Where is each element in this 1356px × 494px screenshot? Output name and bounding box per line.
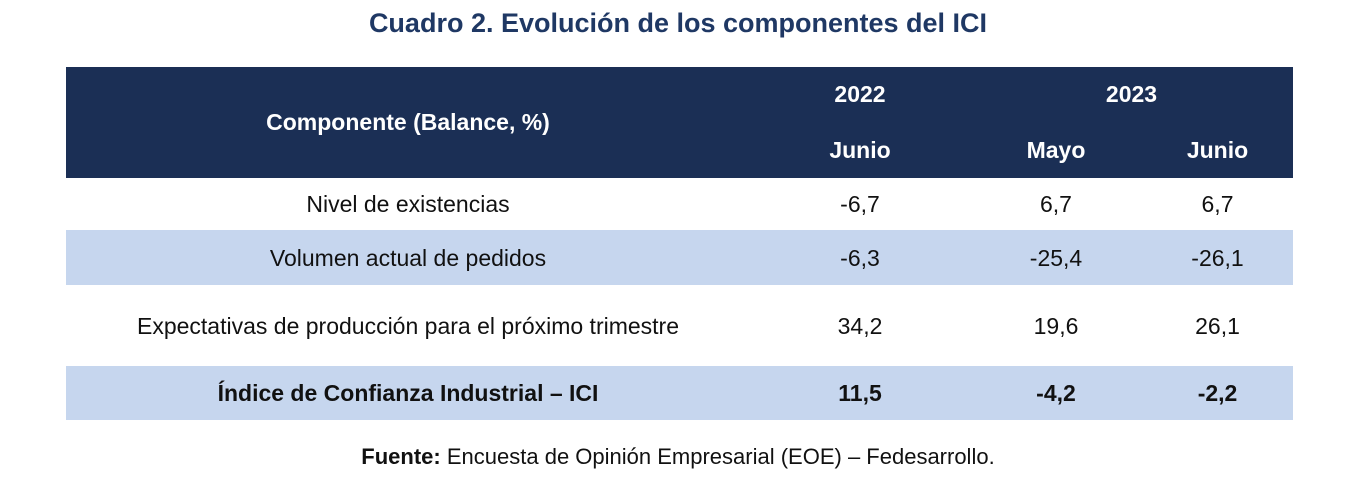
row-label: Nivel de existencias	[66, 178, 750, 230]
table-row: Índice de Confianza Industrial – ICI 11,5…	[66, 366, 1294, 420]
source-text: Encuesta de Opinión Empresarial (EOE) – …	[446, 444, 995, 469]
cell-value: -6,7	[750, 178, 970, 230]
cell-value: 19,6	[970, 285, 1142, 366]
row-label: Volumen actual de pedidos	[66, 230, 750, 285]
source-label: Fuente:	[361, 444, 441, 469]
cell-value: -4,2	[970, 366, 1142, 420]
cell-value: 26,1	[1142, 285, 1294, 366]
cell-value: -25,4	[970, 230, 1142, 285]
table-row: Volumen actual de pedidos -6,3 -25,4 -26,1	[66, 230, 1294, 285]
year-header: 2023	[970, 67, 1294, 122]
cell-value: -6,3	[750, 230, 970, 285]
year-header: 2022	[750, 67, 970, 122]
column-header: Componente (Balance, %)	[66, 67, 750, 178]
source-note: Fuente: Encuesta de Opinión Empresarial …	[0, 444, 1356, 470]
month-header: Mayo	[970, 122, 1142, 178]
row-label: Índice de Confianza Industrial – ICI	[66, 366, 750, 420]
cell-value: 6,7	[1142, 178, 1294, 230]
cell-value: -2,2	[1142, 366, 1294, 420]
cell-value: -26,1	[1142, 230, 1294, 285]
data-table: Componente (Balance, %) 2022 2023 Junio …	[66, 67, 1294, 420]
table-title: Cuadro 2. Evolución de los componentes d…	[368, 8, 988, 38]
cell-value: 6,7	[970, 178, 1142, 230]
month-header: Junio	[1142, 122, 1294, 178]
table-row: Expectativas de producción para el próxi…	[66, 285, 1294, 366]
cell-value: 34,2	[750, 285, 970, 366]
month-header: Junio	[750, 122, 970, 178]
row-label: Expectativas de producción para el próxi…	[66, 285, 750, 366]
table-body: Nivel de existencias -6,7 6,7 6,7 Volumen ac…	[66, 178, 1294, 420]
table-row: Nivel de existencias -6,7 6,7 6,7	[66, 178, 1294, 230]
cell-value: 11,5	[750, 366, 970, 420]
